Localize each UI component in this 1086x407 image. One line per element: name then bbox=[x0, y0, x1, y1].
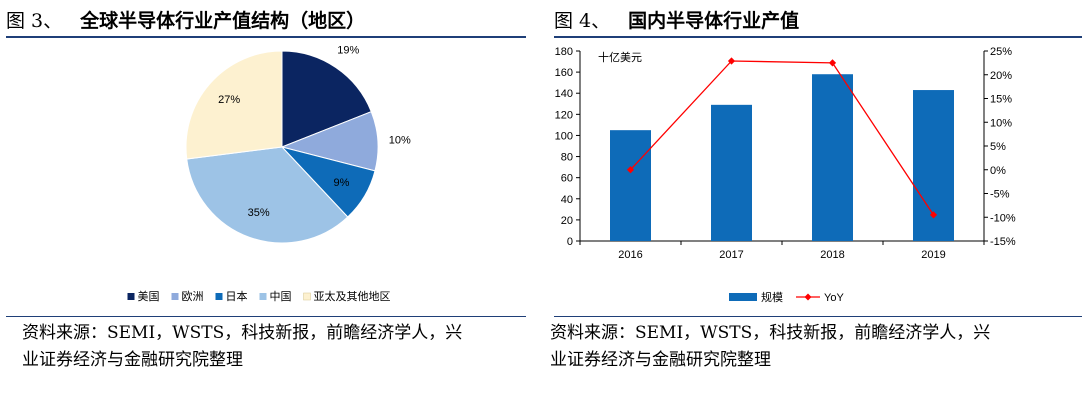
pie-legend-swatch-0 bbox=[127, 293, 135, 300]
figure-4-source: 资料来源：SEMI，WSTS，科技新报，前瞻经济学人，兴 业证券经济与金融研究院… bbox=[550, 320, 990, 374]
right-y-tick-label-1: -10% bbox=[990, 212, 1016, 224]
figure-4-source-rule bbox=[554, 316, 1082, 317]
yoy-line bbox=[630, 60, 935, 216]
legend-swatch-marker bbox=[804, 293, 812, 301]
pie-legend-label-2: 日本 bbox=[226, 289, 248, 303]
pie-slice-0 bbox=[281, 50, 372, 148]
pie-slice-4 bbox=[185, 50, 283, 160]
figure-4-title: 图 4、 国内半导体行业产值 bbox=[554, 6, 799, 33]
figure-3-title: 图 3、 全球半导体行业产值结构（地区） bbox=[6, 6, 365, 33]
figure-3-title-text: 全球半导体行业产值结构（地区） bbox=[80, 10, 366, 32]
left-y-tick-label-0: 0 bbox=[567, 236, 573, 248]
left-y-tick-label-7: 140 bbox=[555, 88, 573, 100]
pie-data-label-3: 35% bbox=[248, 207, 270, 219]
right-y-tick-label-4: 5% bbox=[990, 141, 1006, 153]
pie-legend-swatch-2 bbox=[215, 293, 223, 300]
x-tick-label-3: 2019 bbox=[921, 249, 945, 261]
right-y-tick-label-8: 25% bbox=[990, 46, 1012, 58]
figure-3-source: 资料来源：SEMI，WSTS，科技新报，前瞻经济学人，兴 业证券经济与金融研究院… bbox=[22, 320, 462, 374]
pie-slice-3 bbox=[186, 146, 349, 244]
bar-line-chart: 0 20 40 60 80 100 120 140 160 180 -15% -10% -5% 0% 5% 1… bbox=[555, 46, 1016, 304]
pie-data-label-4: 27% bbox=[218, 94, 240, 106]
pie-legend-swatch-1 bbox=[171, 293, 179, 300]
figure-3-source-line-1: 资料来源：SEMI，WSTS，科技新报，前瞻经济学人，兴 bbox=[22, 323, 463, 343]
x-tick-label-0: 2016 bbox=[618, 249, 642, 261]
yoy-point-2017 bbox=[727, 57, 736, 65]
figure-4-source-line-2: 业证券经济与金融研究院整理 bbox=[550, 350, 771, 370]
left-y-tick-label-9: 180 bbox=[555, 46, 573, 58]
yoy-point-2016 bbox=[626, 166, 635, 174]
left-y-tick-label-3: 60 bbox=[561, 173, 573, 185]
figure-4-panel: 图 4、 国内半导体行业产值 0 20 40 60 80 100 120 140 160 180 -1… bbox=[548, 0, 1086, 407]
figure-4-source-line-1: 资料来源：SEMI，WSTS，科技新报，前瞻经济学人，兴 bbox=[550, 323, 991, 343]
figure-4-title-text: 国内半导体行业产值 bbox=[628, 10, 800, 32]
x-tick-label-2: 2018 bbox=[820, 249, 844, 261]
figure-4-number: 图 4、 bbox=[554, 10, 611, 32]
bar-2017 bbox=[711, 104, 752, 241]
figure-3-title-rule bbox=[6, 36, 526, 38]
pie-legend-label-1: 欧洲 bbox=[182, 290, 204, 303]
figure-3-number: 图 3、 bbox=[6, 10, 63, 32]
legend-label-line: YoY bbox=[824, 292, 844, 304]
pie-data-label-0: 19% bbox=[337, 44, 359, 56]
pie-data-label-2: 9% bbox=[334, 177, 350, 189]
legend-label-bars: 规模 bbox=[761, 290, 783, 304]
right-y-tick-label-2: -5% bbox=[990, 189, 1010, 201]
right-y-tick-label-6: 15% bbox=[990, 94, 1012, 106]
bar-2018 bbox=[812, 74, 853, 241]
pie-legend-label-3: 中国 bbox=[270, 290, 292, 303]
left-y-tick-label-4: 80 bbox=[561, 152, 573, 164]
right-y-tick-label-5: 10% bbox=[990, 117, 1012, 129]
pie-legend-swatch-3 bbox=[259, 293, 267, 300]
pie-data-label-1: 10% bbox=[389, 135, 411, 147]
left-y-tick-label-5: 100 bbox=[555, 130, 573, 142]
pie-legend-label-0: 美国 bbox=[138, 290, 160, 303]
x-tick-label-1: 2017 bbox=[719, 249, 743, 261]
unit-label: 十亿美元 bbox=[598, 50, 642, 64]
figure-3-panel: 图 3、 全球半导体行业产值结构（地区） 19% 10% 9% 35% 27% 美国 欧洲 日本… bbox=[0, 0, 530, 407]
left-y-tick-label-2: 40 bbox=[561, 194, 573, 206]
bar-2016 bbox=[610, 130, 651, 241]
figure-4-title-rule bbox=[554, 36, 1082, 38]
right-y-tick-label-0: -15% bbox=[990, 236, 1016, 248]
pie-legend-label-4: 亚太及其他地区 bbox=[314, 290, 391, 303]
left-y-tick-label-6: 120 bbox=[555, 109, 573, 121]
left-y-tick-label-8: 160 bbox=[555, 67, 573, 79]
pie-legend-swatch-4 bbox=[303, 292, 311, 301]
right-y-tick-label-7: 20% bbox=[990, 70, 1012, 82]
left-y-tick-label-1: 20 bbox=[561, 215, 573, 227]
yoy-point-2018 bbox=[828, 59, 837, 67]
yoy-point-2019 bbox=[929, 211, 938, 219]
pie-chart: 19% 10% 9% 35% 27% 美国 欧洲 日本 中国 亚太及其他地区 bbox=[127, 44, 411, 303]
figure-3-source-line-2: 业证券经济与金融研究院整理 bbox=[22, 350, 243, 370]
figure-3-source-rule bbox=[6, 316, 526, 317]
legend-swatch-bars bbox=[729, 293, 757, 301]
right-y-tick-label-3: 0% bbox=[990, 165, 1006, 177]
